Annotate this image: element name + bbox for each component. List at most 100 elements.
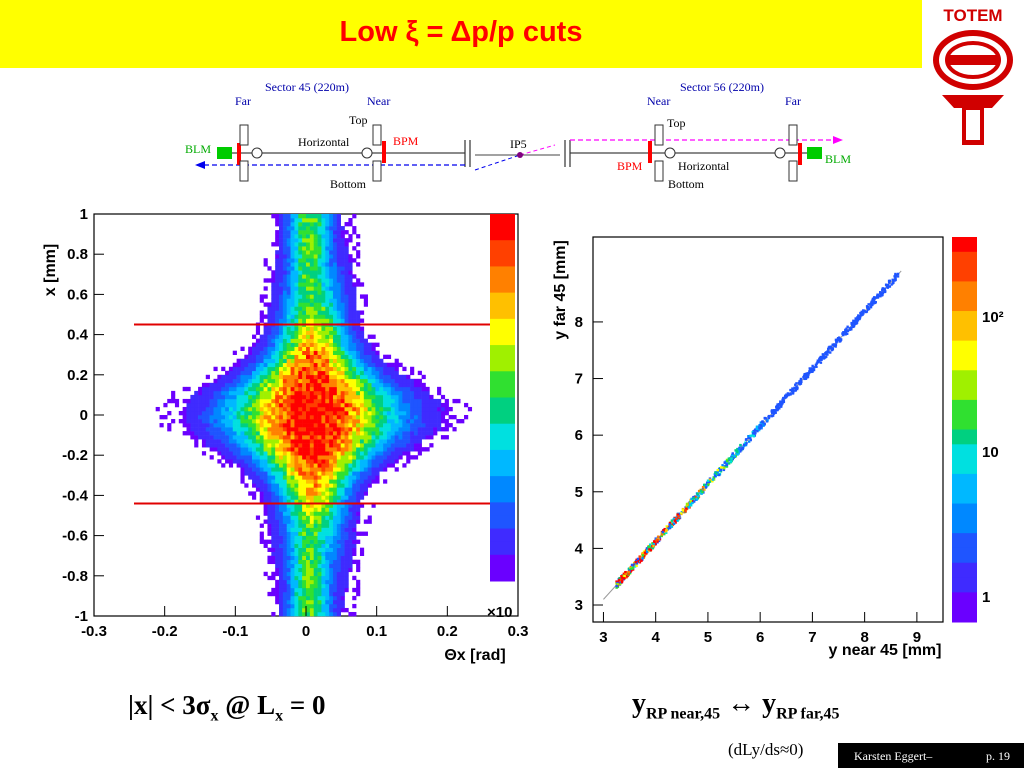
heatmap-cell (348, 475, 353, 480)
heatmap-cell (398, 378, 403, 384)
heatmap-cell (267, 427, 272, 432)
heatmap-cell (375, 463, 380, 468)
heatmap-cell (321, 314, 326, 319)
scatter-point (737, 452, 740, 455)
heatmap-cell (213, 439, 218, 444)
heatmap-cell (325, 238, 330, 243)
heatmap-cell (271, 326, 276, 331)
heatmap-cell (379, 394, 384, 400)
heatmap-cell (279, 475, 284, 480)
heatmap-cell (352, 230, 357, 235)
heatmap-cell (417, 435, 422, 440)
heatmap-cell (340, 286, 345, 291)
heatmap-cell (344, 282, 349, 287)
heatmap-cell (340, 398, 345, 404)
heatmap-cell (279, 406, 284, 412)
heatmap-cell (309, 551, 315, 556)
heatmap-cell (252, 451, 257, 456)
heatmap-cell (340, 575, 345, 581)
heatmap-cell (294, 270, 299, 275)
heatmap-cell (302, 234, 307, 239)
heatmap-cell (290, 326, 295, 331)
heatmap-cell (394, 386, 399, 392)
heatmap-cell (352, 483, 357, 488)
heatmap-cell (340, 374, 345, 380)
heatmap-cell (367, 342, 372, 347)
heatmap-cell (267, 555, 272, 561)
heatmap-cell (201, 406, 207, 412)
heatmap-cell (294, 378, 299, 384)
heatmap-cell (240, 406, 245, 412)
heatmap-cell (275, 274, 280, 279)
heatmap-cell (371, 334, 376, 339)
heatmap-cell (344, 390, 349, 396)
heatmap-cell (286, 262, 291, 267)
heatmap-cell (232, 406, 237, 412)
heatmap-cell (336, 563, 341, 569)
heatmap-cell (298, 246, 303, 251)
scatter-point (881, 291, 884, 294)
heatmap-cell (332, 535, 338, 540)
heatmap-cell (282, 314, 288, 319)
heatmap-cell (263, 571, 268, 577)
heatmap-cell (367, 346, 372, 351)
heatmap-cell (190, 435, 195, 440)
heatmap-cell (286, 531, 291, 536)
heatmap-cell (306, 419, 311, 424)
heatmap-cell (344, 302, 349, 307)
heatmap-cell (317, 451, 322, 456)
heatmap-cell (271, 386, 276, 392)
heatmap-cell (209, 443, 214, 448)
heatmap-cell (317, 483, 322, 488)
heatmap-cell (340, 306, 345, 311)
heatmap-cell (340, 230, 345, 235)
heatmap-cell (286, 443, 291, 448)
heatmap-cell (309, 423, 315, 428)
heatmap-cell (271, 338, 276, 343)
scatter-point (815, 365, 818, 368)
heatmap-cell (332, 607, 338, 613)
scatter-point (694, 495, 697, 499)
heatmap-cell (386, 402, 392, 408)
heatmap-cell (240, 362, 245, 368)
heatmap-cell (271, 366, 276, 372)
heatmap-cell (329, 250, 334, 255)
heatmap-cell (321, 551, 326, 556)
scatter-point (660, 534, 663, 538)
heatmap-cell (259, 334, 264, 339)
heatmap-cell (271, 443, 276, 448)
heatmap-cell (340, 571, 345, 577)
heatmap-cell (402, 463, 407, 468)
heatmap-cell (329, 378, 334, 384)
scatter-point (623, 577, 626, 580)
heatmap-cell (336, 362, 341, 368)
heatmap-cell (205, 419, 210, 424)
heatmap-cell (221, 394, 226, 400)
heatmap-cell (379, 419, 384, 424)
scatter-point (784, 395, 788, 399)
heatmap-cell (306, 459, 311, 464)
heatmap-cell (298, 559, 303, 565)
heatmap-cell (425, 415, 430, 420)
heatmap-cell (456, 419, 461, 424)
heatmap-cell (329, 563, 334, 569)
scatter-point (661, 530, 664, 534)
scatter-point (870, 300, 873, 304)
heatmap-cell (198, 427, 203, 432)
heatmap-cell (286, 419, 291, 424)
scatter-point (706, 483, 710, 486)
heatmap-cell (290, 431, 295, 436)
heatmap-cell (306, 266, 311, 271)
heatmap-cell (279, 499, 284, 504)
heatmap-cell (228, 390, 234, 396)
heatmap-cell (317, 378, 322, 384)
heatmap-cell (286, 334, 291, 339)
heatmap-cell (332, 330, 338, 335)
heatmap-cell (332, 579, 338, 585)
heatmap-cell (298, 611, 303, 617)
heatmap-cell (356, 390, 361, 396)
heatmap-cell (294, 410, 299, 416)
heatmap-cell (313, 350, 318, 355)
heatmap-cell (302, 302, 307, 307)
heatmap-cell (309, 330, 315, 335)
